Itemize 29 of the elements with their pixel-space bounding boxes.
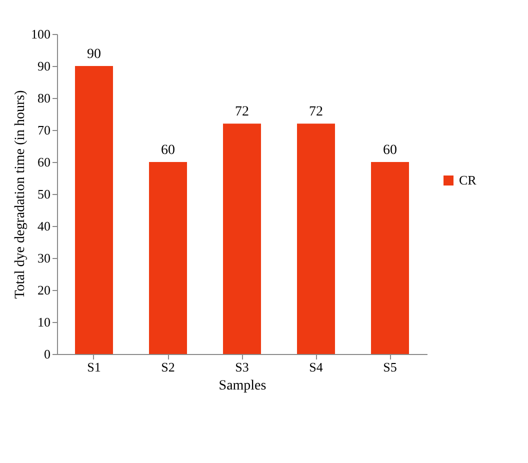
- x-tick-label: S4: [309, 360, 324, 374]
- y-tick-label: 70: [38, 122, 50, 138]
- x-tick-label: S2: [161, 360, 175, 374]
- y-tick-label: 80: [38, 90, 50, 106]
- y-tick-label: 30: [38, 250, 50, 266]
- x-tick-label: S5: [383, 360, 397, 374]
- data-label: 72: [309, 104, 323, 120]
- bar: [223, 124, 261, 354]
- y-tick-label: 100: [31, 26, 50, 42]
- y-tick-label: 10: [38, 314, 50, 330]
- y-tick-label: 40: [38, 218, 50, 234]
- data-label: 72: [235, 104, 249, 120]
- data-label: 90: [87, 47, 101, 62]
- x-tick-label: S1: [87, 360, 101, 374]
- bar: [75, 66, 113, 354]
- data-label: 60: [161, 143, 175, 158]
- y-axis-title: Total dye degradation time (in hours): [13, 90, 28, 299]
- legend-label: CR: [459, 172, 477, 188]
- y-tick-label: 90: [38, 58, 50, 74]
- x-axis-title: Samples: [218, 378, 266, 394]
- y-tick-label: 50: [38, 186, 50, 202]
- x-tick-label: S3: [235, 360, 249, 374]
- bar: [371, 162, 409, 354]
- bar: [149, 162, 187, 354]
- bar: [297, 124, 335, 354]
- y-tick-label: 20: [38, 282, 50, 298]
- y-tick-label: 0: [44, 346, 50, 362]
- y-tick-label: 60: [38, 154, 50, 170]
- data-label: 60: [383, 143, 397, 158]
